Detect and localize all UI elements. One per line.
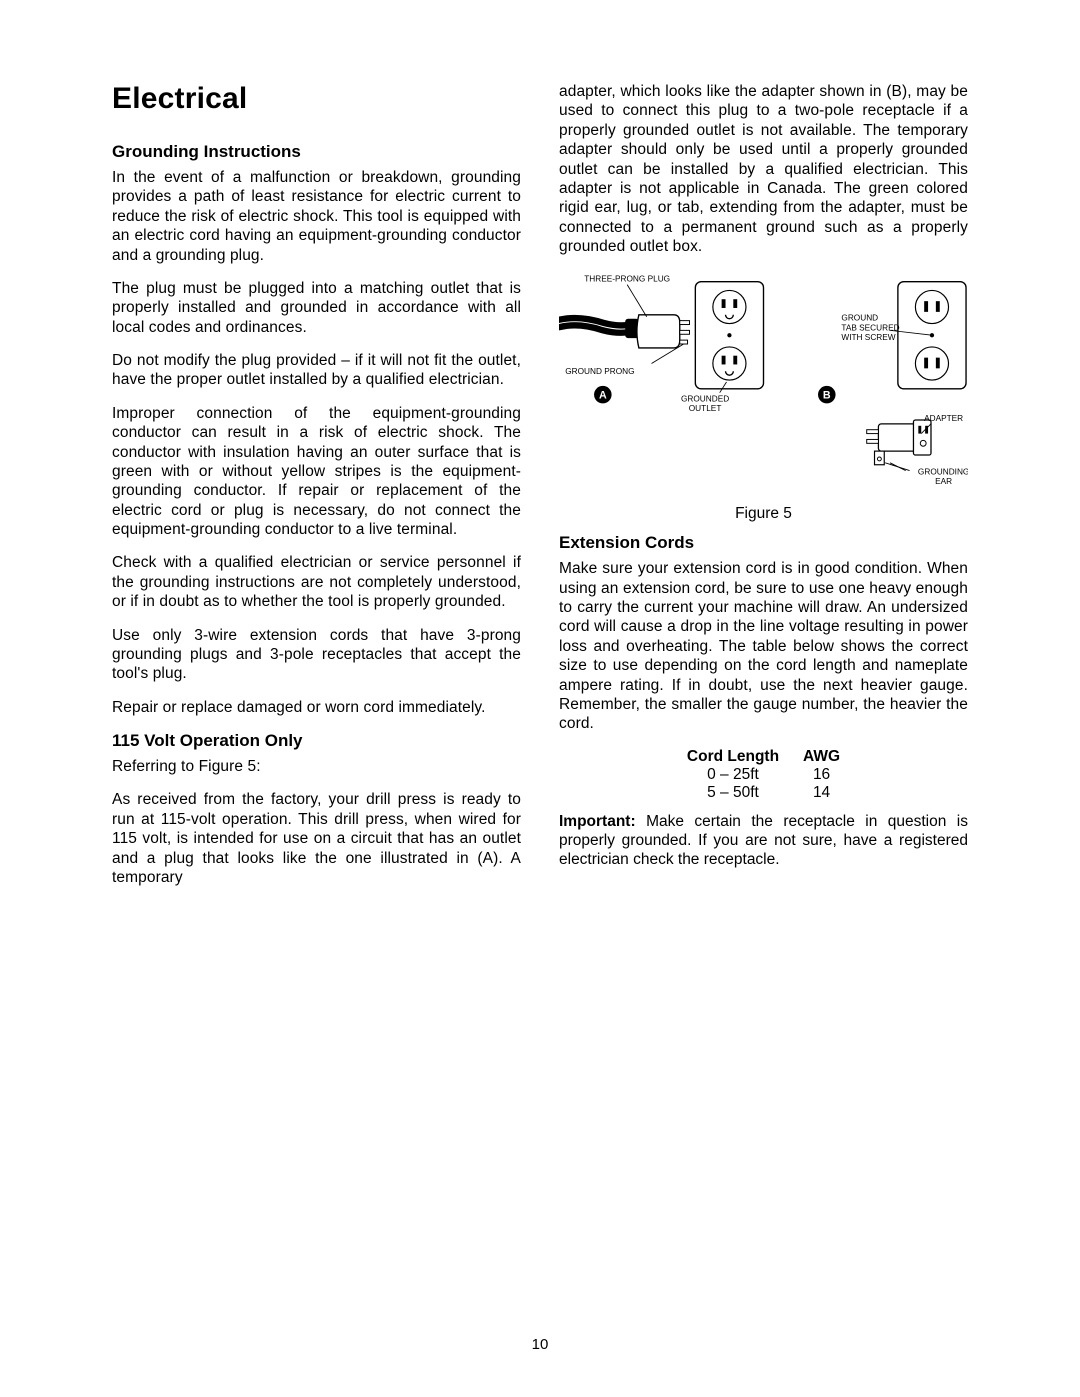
heading-grounding: Grounding Instructions bbox=[112, 142, 521, 162]
right-column: adapter, which looks like the adapter sh… bbox=[559, 82, 968, 901]
figure-caption: Figure 5 bbox=[559, 505, 968, 523]
volt-p1: Referring to Figure 5: bbox=[112, 757, 521, 776]
col2-top-para: adapter, which looks like the adapter sh… bbox=[559, 82, 968, 256]
label-ground-prong: GROUND PRONG bbox=[565, 368, 634, 377]
awg-th-0: Cord Length bbox=[675, 748, 791, 766]
label-a: A bbox=[599, 390, 607, 402]
important-note: Important: Make certain the receptacle i… bbox=[559, 812, 968, 870]
heading-115v: 115 Volt Operation Only bbox=[112, 731, 521, 751]
heading-extension: Extension Cords bbox=[559, 533, 968, 553]
left-column: Electrical Grounding Instructions In the… bbox=[112, 82, 521, 901]
grounding-p2: The plug must be plugged into a matching… bbox=[112, 279, 521, 337]
label-grounded-outlet-2: OUTLET bbox=[689, 405, 722, 414]
figure-5: THREE-PRONG PLUG GROUND PRONG A GROUNDED… bbox=[559, 270, 968, 523]
grounding-p5: Check with a qualified electrician or se… bbox=[112, 553, 521, 611]
volt-p2: As received from the factory, your drill… bbox=[112, 790, 521, 887]
table-row: 0 – 25ft 16 bbox=[675, 766, 852, 784]
label-three-prong: THREE-PRONG PLUG bbox=[584, 275, 670, 284]
label-tab-3: WITH SCREW bbox=[841, 333, 895, 342]
label-grounding-ear-2: EAR bbox=[935, 478, 952, 487]
extension-p1: Make sure your extension cord is in good… bbox=[559, 559, 968, 733]
awg-th-1: AWG bbox=[791, 748, 852, 766]
figure-5-svg: THREE-PRONG PLUG GROUND PRONG A GROUNDED… bbox=[559, 270, 968, 494]
label-adapter: ADAPTER bbox=[924, 414, 963, 423]
grounding-p3: Do not modify the plug provided – if it … bbox=[112, 351, 521, 390]
important-label: Important: bbox=[559, 813, 636, 830]
grounding-p7: Repair or replace damaged or worn cord i… bbox=[112, 698, 521, 717]
page-title: Electrical bbox=[112, 82, 521, 116]
label-tab-1: GROUND bbox=[841, 314, 878, 323]
page-number: 10 bbox=[0, 1336, 1080, 1353]
label-grounded-outlet-1: GROUNDED bbox=[681, 395, 729, 404]
label-grounding-ear-1: GROUNDING bbox=[918, 468, 968, 477]
grounding-p1: In the event of a malfunction or breakdo… bbox=[112, 168, 521, 265]
label-b: B bbox=[823, 390, 831, 402]
grounding-p4: Improper connection of the equipment-gro… bbox=[112, 404, 521, 540]
label-tab-2: TAB SECURED bbox=[841, 324, 899, 333]
awg-table: Cord Length AWG 0 – 25ft 16 5 – 50ft 14 bbox=[675, 748, 852, 802]
table-row: 5 – 50ft 14 bbox=[675, 784, 852, 802]
grounding-p6: Use only 3-wire extension cords that hav… bbox=[112, 626, 521, 684]
